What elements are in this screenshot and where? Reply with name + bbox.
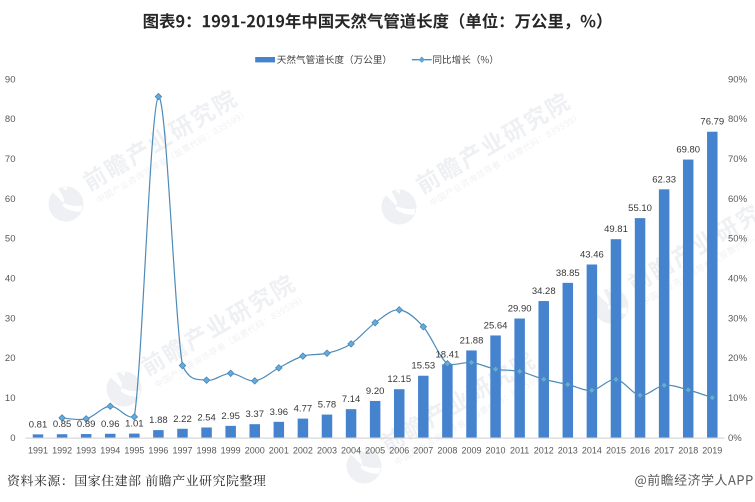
svg-text:2004: 2004 xyxy=(341,445,361,455)
svg-text:40%: 40% xyxy=(728,274,748,285)
svg-text:2001: 2001 xyxy=(269,445,289,455)
svg-text:29.90: 29.90 xyxy=(508,304,532,315)
svg-text:90%: 90% xyxy=(728,74,748,85)
svg-text:10%: 10% xyxy=(728,393,748,404)
svg-text:70: 70 xyxy=(5,154,16,165)
svg-text:69.80: 69.80 xyxy=(676,145,700,156)
svg-text:62.33: 62.33 xyxy=(652,174,676,185)
svg-text:2019: 2019 xyxy=(702,445,722,455)
svg-text:2005: 2005 xyxy=(365,445,385,455)
svg-text:2012: 2012 xyxy=(534,445,554,455)
svg-text:20%: 20% xyxy=(728,353,748,364)
svg-text:43.46: 43.46 xyxy=(580,249,604,260)
svg-text:20: 20 xyxy=(5,353,16,364)
svg-text:1.01: 1.01 xyxy=(125,419,144,430)
svg-text:3.37: 3.37 xyxy=(245,409,264,420)
svg-text:60: 60 xyxy=(5,194,16,205)
svg-text:21.88: 21.88 xyxy=(460,335,484,346)
svg-text:2013: 2013 xyxy=(558,445,578,455)
svg-text:80: 80 xyxy=(5,114,16,125)
svg-text:50%: 50% xyxy=(728,234,748,245)
svg-text:1993: 1993 xyxy=(76,445,96,455)
svg-text:2006: 2006 xyxy=(389,445,409,455)
svg-text:4.77: 4.77 xyxy=(294,404,313,415)
svg-text:2.54: 2.54 xyxy=(197,412,216,423)
svg-text:2.22: 2.22 xyxy=(173,414,192,425)
svg-text:15.53: 15.53 xyxy=(411,361,435,372)
svg-text:1995: 1995 xyxy=(124,445,144,455)
svg-text:0: 0 xyxy=(10,433,15,444)
svg-text:2016: 2016 xyxy=(630,445,650,455)
svg-text:9.20: 9.20 xyxy=(366,386,385,397)
svg-text:2017: 2017 xyxy=(654,445,674,455)
svg-text:2002: 2002 xyxy=(293,445,313,455)
svg-text:2018: 2018 xyxy=(678,445,698,455)
svg-text:1999: 1999 xyxy=(221,445,241,455)
svg-text:2010: 2010 xyxy=(486,445,506,455)
svg-text:0.81: 0.81 xyxy=(29,419,48,430)
svg-text:1998: 1998 xyxy=(197,445,217,455)
svg-text:1992: 1992 xyxy=(52,445,72,455)
svg-text:1996: 1996 xyxy=(148,445,168,455)
svg-text:0.89: 0.89 xyxy=(77,419,96,430)
svg-text:90: 90 xyxy=(5,74,16,85)
svg-text:10: 10 xyxy=(5,393,16,404)
svg-text:38.85: 38.85 xyxy=(556,268,580,279)
svg-text:3.96: 3.96 xyxy=(270,407,289,418)
svg-text:2003: 2003 xyxy=(317,445,337,455)
svg-text:2.95: 2.95 xyxy=(221,411,240,422)
svg-text:49.81: 49.81 xyxy=(604,224,628,235)
svg-text:2009: 2009 xyxy=(461,445,481,455)
svg-text:25.64: 25.64 xyxy=(484,320,508,331)
svg-text:30%: 30% xyxy=(728,313,748,324)
svg-text:76.79: 76.79 xyxy=(700,117,724,128)
svg-text:1.88: 1.88 xyxy=(149,415,168,426)
svg-text:55.10: 55.10 xyxy=(628,203,652,214)
svg-text:0%: 0% xyxy=(728,433,742,444)
svg-text:2007: 2007 xyxy=(413,445,433,455)
svg-text:5.78: 5.78 xyxy=(318,400,337,411)
svg-text:2011: 2011 xyxy=(510,445,529,455)
svg-text:70%: 70% xyxy=(728,154,748,165)
svg-text:2000: 2000 xyxy=(245,445,265,455)
svg-text:2008: 2008 xyxy=(437,445,457,455)
svg-text:50: 50 xyxy=(5,234,16,245)
svg-text:2014: 2014 xyxy=(582,445,602,455)
svg-text:34.28: 34.28 xyxy=(532,286,556,297)
svg-text:2015: 2015 xyxy=(606,445,626,455)
svg-text:1997: 1997 xyxy=(172,445,192,455)
svg-text:80%: 80% xyxy=(728,114,748,125)
svg-text:40: 40 xyxy=(5,274,16,285)
svg-text:0.85: 0.85 xyxy=(53,419,72,430)
svg-text:60%: 60% xyxy=(728,194,748,205)
svg-text:7.14: 7.14 xyxy=(342,394,361,405)
svg-text:1994: 1994 xyxy=(100,445,120,455)
svg-text:1991: 1991 xyxy=(28,445,48,455)
svg-text:30: 30 xyxy=(5,313,16,324)
svg-text:0.96: 0.96 xyxy=(101,419,120,430)
svg-text:12.15: 12.15 xyxy=(387,374,411,385)
svg-text:18.41: 18.41 xyxy=(435,349,459,360)
